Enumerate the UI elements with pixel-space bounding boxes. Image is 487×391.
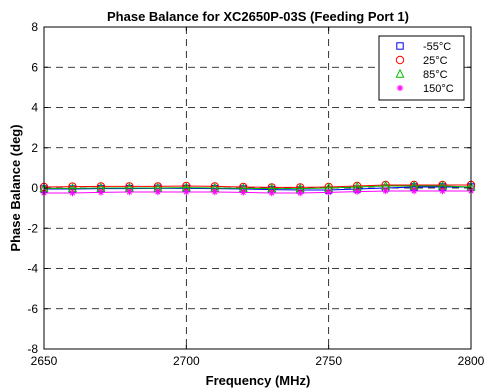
legend-marker-3 [396, 84, 404, 92]
legend-label-0: -55°C [423, 41, 451, 53]
data-point-s3-1 [69, 189, 76, 197]
y-axis-label: Phase Balance (deg) [8, 124, 23, 251]
series-line-3 [44, 190, 471, 194]
y-tick-label-4: 0 [31, 181, 38, 195]
legend-label-1: 25°C [423, 55, 448, 67]
legend-marker-2 [395, 68, 405, 78]
y-tick-label-7: 6 [31, 60, 38, 74]
data-point-s3-3 [126, 188, 133, 196]
data-point-s3-2 [97, 189, 105, 196]
y-tick-label-3: -2 [27, 221, 38, 235]
y-tick-label-8: 8 [31, 20, 38, 34]
series-layer [39, 180, 476, 197]
legend-item-3: 150°C [396, 83, 454, 95]
x-tick-label-1: 2700 [173, 354, 200, 368]
x-tick-label-0: 2650 [31, 354, 58, 368]
y-tick-label-1: -6 [27, 302, 38, 316]
legend-marker-0 [396, 42, 404, 50]
series-line-1 [43, 184, 471, 188]
data-point-s3-11 [353, 188, 361, 195]
series-line-2 [44, 185, 472, 190]
chart-title: Phase Balance for XC2650P-03S (Feeding P… [107, 9, 409, 24]
x-tick-label-3: 2800 [458, 354, 485, 368]
data-point-s3-9 [297, 189, 304, 197]
data-point-s3-14 [439, 187, 446, 195]
data-point-s3-12 [382, 187, 389, 195]
legend: -55°C 25°C 85°C 150°C [378, 35, 465, 101]
y-tick-label-6: 4 [31, 101, 38, 115]
legend-item-0: -55°C [396, 41, 451, 53]
tick-labels: 2650 2700 2750 2800 -8 -6 -4 -2 0 2 4 6 8 [27, 20, 484, 368]
data-point-s3-10 [325, 189, 332, 196]
legend-item-1: 25°C [395, 55, 448, 67]
axes [43, 26, 472, 350]
x-tick-label-2: 2750 [315, 354, 342, 368]
data-point-s3-13 [410, 187, 418, 195]
legend-marker-1 [395, 55, 405, 65]
series-line-0 [44, 186, 471, 191]
data-point-s3-4 [154, 188, 162, 196]
data-point-s3-5 [183, 188, 190, 196]
data-point-s3-8 [268, 189, 275, 197]
legend-label-2: 85°C [423, 69, 448, 81]
legend-box [378, 35, 465, 101]
y-tick-label-5: 2 [31, 141, 38, 155]
legend-label-3: 150°C [423, 83, 454, 95]
y-tick-label-0: -8 [27, 342, 38, 356]
data-point-s3-7 [240, 189, 247, 196]
data-point-s3-6 [211, 188, 218, 196]
x-axis-label: Frequency (MHz) [206, 373, 311, 388]
y-tick-label-2: -4 [27, 262, 38, 276]
legend-item-2: 85°C [395, 68, 448, 81]
